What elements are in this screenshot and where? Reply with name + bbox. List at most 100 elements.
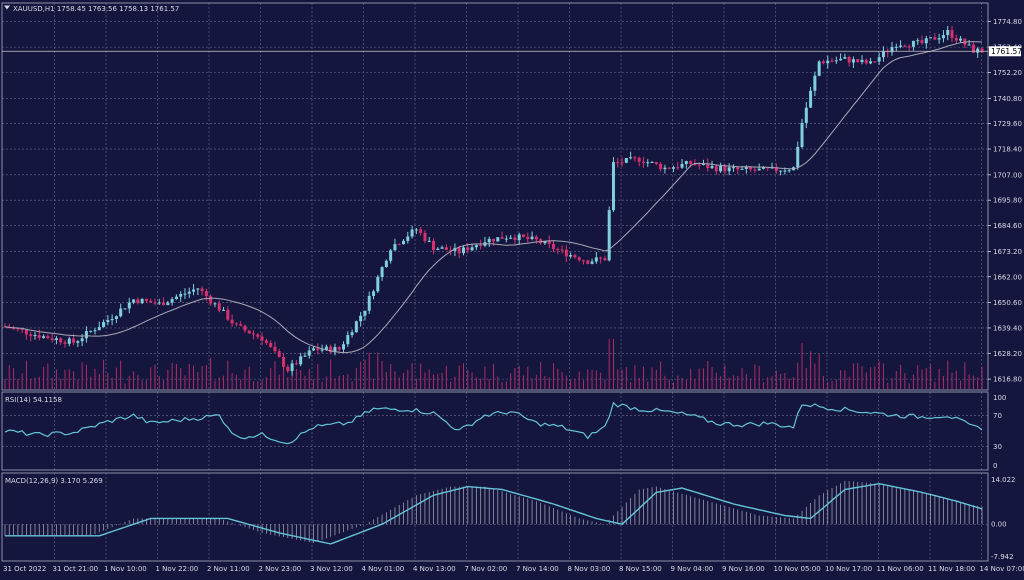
rsi-tick-label: 30 (993, 443, 1002, 451)
candle-body (625, 158, 628, 163)
candle-body (895, 47, 898, 48)
candle-body (471, 247, 474, 250)
candle-body (783, 171, 786, 172)
candle-body (175, 297, 178, 299)
candle-body (363, 311, 366, 316)
candle-body (676, 167, 679, 168)
candle-body (209, 296, 212, 303)
candle-body (55, 338, 58, 340)
candle-body (201, 288, 204, 291)
macd-pane-title: MACD(12,26,9) 3.170 5.269 (5, 477, 103, 485)
price-tick-label: 1740.80 (993, 95, 1022, 103)
candle-body (265, 340, 268, 343)
price-tick-label: 1718.40 (993, 146, 1022, 154)
price-tick-label: 1616.80 (993, 376, 1022, 384)
candle-body (668, 168, 671, 169)
candle-body (153, 303, 156, 304)
candle-body (732, 167, 735, 168)
candle-body (213, 303, 216, 304)
time-tick-label: 11 Nov 06:00 (877, 565, 924, 573)
candle-body (535, 237, 538, 240)
candle-body (235, 323, 238, 324)
candle-body (338, 347, 341, 349)
candle-body (51, 338, 54, 340)
candle-body (393, 244, 396, 250)
time-tick-label: 9 Nov 16:00 (722, 565, 765, 573)
candle-body (188, 292, 191, 294)
macd-tick-label: 0.00 (991, 521, 1007, 529)
candle-body (753, 169, 756, 170)
candle-body (595, 257, 598, 261)
price-tick-label: 1774.80 (993, 18, 1022, 26)
candle-body (801, 123, 804, 147)
candle-body (303, 356, 306, 357)
candle-body (239, 324, 242, 325)
time-tick-label: 4 Nov 13:00 (413, 565, 456, 573)
time-tick-label: 10 Nov 05:00 (774, 565, 821, 573)
candle-body (843, 57, 846, 59)
candle-body (552, 244, 555, 249)
candle-body (501, 237, 504, 239)
candle-body (111, 319, 114, 320)
candle-body (646, 162, 649, 163)
candle-body (205, 291, 208, 296)
candle-body (441, 247, 444, 248)
candle-body (381, 267, 384, 277)
candle-body (419, 229, 422, 233)
candle-body (565, 250, 568, 257)
candle-body (308, 350, 311, 355)
candle-body (286, 367, 289, 371)
candle-body (681, 164, 684, 168)
time-tick-label: 2 Nov 11:00 (207, 565, 250, 573)
candle-body (608, 210, 611, 260)
candle-body (796, 147, 799, 167)
candle-body (123, 308, 126, 309)
macd-tick-label: -7.942 (991, 553, 1014, 561)
candle-body (72, 338, 75, 342)
candle-body (445, 247, 448, 250)
candle-body (659, 164, 662, 169)
candle-body (179, 294, 182, 297)
candle-body (835, 60, 838, 61)
time-tick-label: 9 Nov 04:00 (671, 565, 714, 573)
candle-body (226, 310, 229, 320)
candle-body (376, 277, 379, 291)
candle-body (505, 239, 508, 240)
candle-body (269, 343, 272, 347)
time-tick-label: 7 Nov 02:00 (465, 565, 508, 573)
candle-body (861, 60, 864, 62)
candle-body (29, 334, 32, 336)
rsi-tick-label: 70 (993, 412, 1002, 420)
candle-body (822, 61, 825, 63)
candle-body (621, 162, 624, 163)
candle-body (685, 161, 688, 164)
candle-body (569, 255, 572, 256)
candle-body (689, 161, 692, 164)
candle-body (616, 162, 619, 163)
candle-body (89, 331, 92, 332)
time-tick-label: 8 Nov 03:00 (568, 565, 611, 573)
candle-body (933, 37, 936, 39)
candle-body (141, 299, 144, 303)
candle-body (299, 356, 302, 364)
candle-body (171, 299, 174, 302)
candle-body (25, 330, 28, 335)
candle-body (256, 334, 259, 336)
price-tick-label: 1752.20 (993, 69, 1022, 77)
candle-body (561, 250, 564, 251)
candle-body (723, 166, 726, 171)
candle-body (736, 167, 739, 169)
candle-body (878, 57, 881, 61)
candle-body (243, 326, 246, 331)
time-tick-label: 11 Nov 18:00 (928, 565, 975, 573)
candle-body (38, 335, 41, 338)
candle-body (183, 294, 186, 295)
candle-body (651, 162, 654, 163)
candle-body (479, 245, 482, 246)
candle-body (291, 363, 294, 371)
candle-body (955, 38, 958, 41)
candle-body (758, 169, 761, 171)
candle-body (612, 162, 615, 210)
candle-body (586, 260, 589, 263)
